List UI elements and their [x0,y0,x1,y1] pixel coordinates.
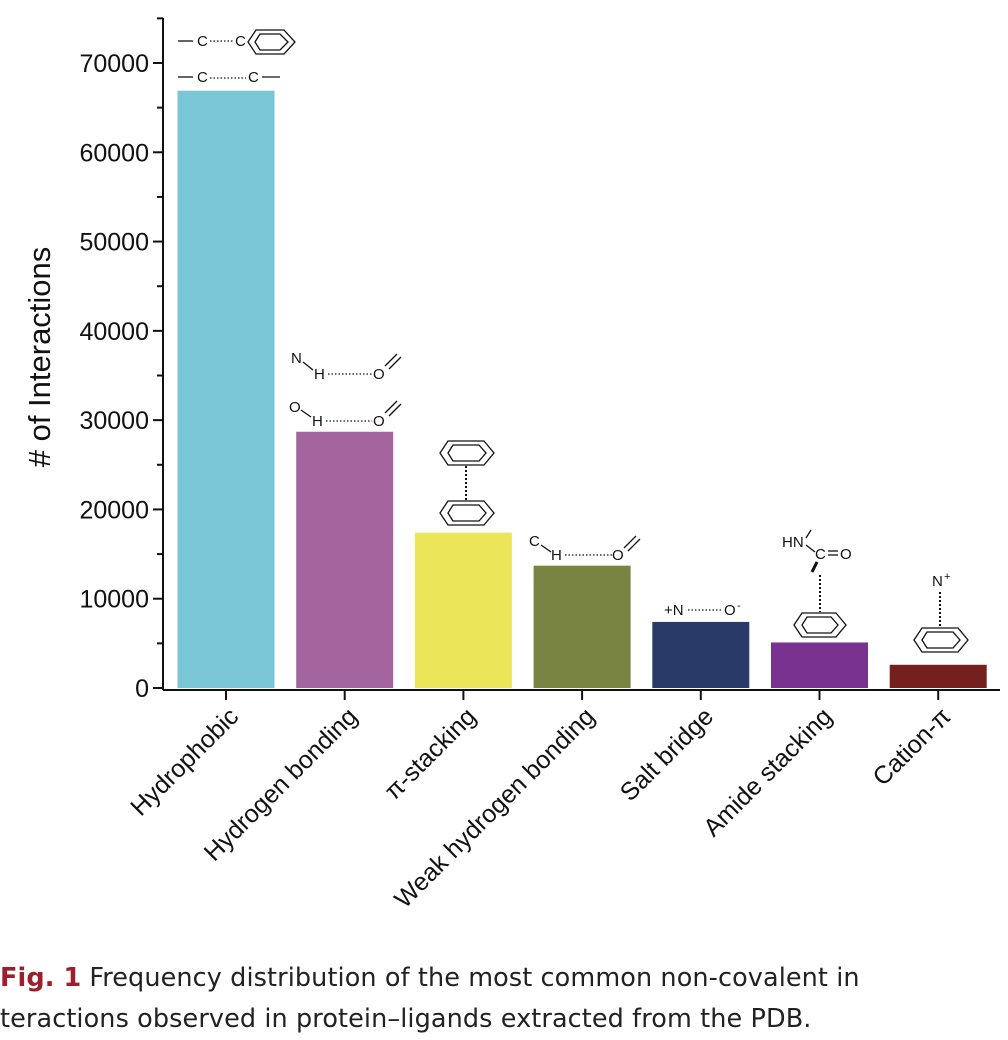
y-axis-title: # of Interactions [22,247,57,468]
chem-atom: C [248,69,259,86]
chem-atom: O [724,602,736,619]
bar [771,642,868,688]
x-ticks [225,690,940,700]
y-tick-label: 50000 [79,229,149,257]
bar [533,565,631,688]
bar [652,621,750,688]
chem-atom: N [291,350,302,367]
chem-atom: O [840,546,852,563]
chem-atom: C [197,69,208,86]
x-tick-label: π-stacking [379,702,482,805]
bar [889,664,987,688]
chem-atom: O [373,413,385,430]
y-tick-label: 40000 [79,318,149,346]
benzene-ring-icon [439,500,495,526]
chem-atom: C [197,33,208,50]
c-c-contact-diagram: C C [178,69,280,86]
y-tick-label: 20000 [79,496,149,524]
chem-atom: O [289,399,301,416]
chem-atom: C [815,546,826,563]
chem-atom: C [235,33,246,50]
chem-atom: H [312,413,323,430]
oh-o-hbond-diagram: O H O [289,399,402,430]
y-ticks: 0 10000 20000 30000 40000 50000 60000 70000 [79,17,163,703]
x-tick-label: Hydrophobic [125,702,244,821]
y-tick-label: 10000 [79,586,149,614]
benzene-ring-icon [439,440,495,466]
y-tick-label: 0 [135,675,149,703]
chem-atom: C [529,533,540,550]
x-tick-label: Amide stacking [698,702,838,842]
bars [177,90,987,688]
caption-line-2: teractions observed in protein–ligands e… [0,1004,812,1034]
x-tick-label: Cation-π [867,702,956,791]
amide-stacking-diagram: HN C O [782,529,852,638]
cation-pi-diagram: N + [913,571,969,653]
nh-o-hbond-diagram: N H O [291,350,402,383]
bar [296,431,394,688]
bar-chart: 0 10000 20000 30000 40000 50000 60000 70000 Hyd… [22,17,1000,914]
chem-annotations: C C C C N H O O H O [178,29,969,653]
y-tick-label: 60000 [79,139,149,167]
chem-charge: + [944,571,950,583]
salt-bridge-diagram: +N O - [664,600,741,619]
chem-atom: O [612,547,624,564]
c-ring-contact-diagram: C C [178,29,296,55]
chem-charge: - [737,600,741,612]
chem-atom: HN [782,534,804,551]
caption-line-1: Fig. 1 Frequency distribution of the most… [0,958,1008,999]
chem-atom: +N [664,602,684,619]
chem-atom: H [551,547,562,564]
benzene-ring-icon [247,29,296,55]
figure-label: Fig. 1 [0,963,82,993]
ch-o-hbond-diagram: C H O [529,533,641,564]
figure-caption: Fig. 1 Frequency distribution of the most… [0,958,1008,1040]
benzene-ring-icon [793,612,847,638]
caption-text-1: Frequency distribution of the most commo… [89,963,860,993]
y-tick-label: 70000 [79,50,149,78]
chem-atom: H [314,366,325,383]
y-tick-label: 30000 [79,407,149,435]
pi-stacking-diagram [439,440,495,526]
bar [414,532,512,688]
x-tick-label: Salt bridge [615,702,719,806]
x-tick-label: Weak hydrogen bonding [389,702,600,913]
benzene-ring-icon [913,627,969,653]
chem-atom: N [932,573,943,590]
bar [177,90,275,688]
chem-atom: O [373,366,385,383]
